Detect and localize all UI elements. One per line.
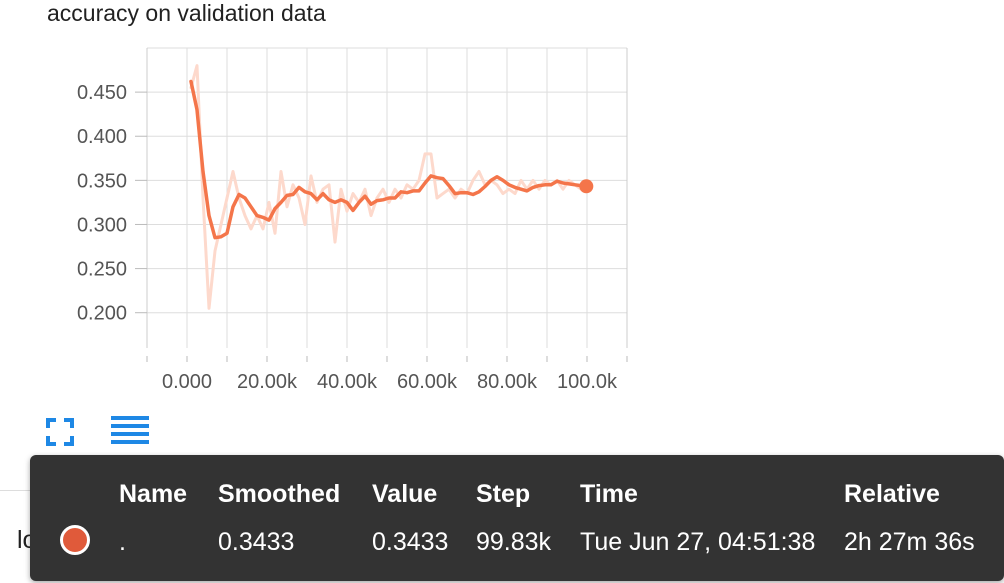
- y-tick-label: 0.350: [77, 170, 127, 192]
- x-tick-label: 80.00k: [477, 371, 538, 393]
- y-tick-label: 0.450: [77, 82, 127, 104]
- y-tick-label: 0.300: [77, 214, 127, 236]
- x-tick-label: 60.00k: [397, 371, 458, 393]
- tooltip-smoothed: 0.3433: [218, 528, 295, 556]
- y-tick-label: 0.400: [77, 126, 127, 148]
- run-color-swatch: [60, 525, 90, 555]
- smoothed-series-line: [189, 79, 589, 240]
- tooltip-name: .: [119, 528, 126, 556]
- tooltip: Name Smoothed Value Step Time Relative .…: [30, 455, 1004, 581]
- x-tick-label: 100.0k: [557, 371, 618, 393]
- axes: [135, 48, 628, 362]
- tooltip-header-step: Step: [476, 480, 531, 508]
- expand-icon[interactable]: [44, 416, 76, 448]
- tooltip-header-smoothed: Smoothed: [218, 480, 341, 508]
- tooltip-header-value: Value: [372, 480, 438, 508]
- tooltip-step: 99.83k: [476, 528, 552, 556]
- grid: [147, 47, 627, 348]
- tick-labels: 0.200 0.250 0.300 0.350 0.400 0.450 0.000 20.00…: [77, 82, 618, 393]
- x-tick-label: 20.00k: [237, 371, 298, 393]
- line-chart: 0.200 0.250 0.300 0.350 0.400 0.450 0.000 20.00…: [77, 47, 628, 393]
- series-layer: [189, 64, 594, 310]
- tooltip-relative: 2h 27m 36s: [844, 528, 975, 556]
- tooltip-time: Tue Jun 27, 04:51:38: [580, 528, 816, 556]
- x-tick-label: 0.000: [162, 371, 212, 393]
- x-tick-label: 40.00k: [317, 371, 378, 393]
- hover-point: [579, 179, 594, 194]
- tooltip-header-relative: Relative: [844, 480, 940, 508]
- tooltip-header-time: Time: [580, 480, 638, 508]
- tooltip-value: 0.3433: [372, 528, 449, 556]
- lines-icon[interactable]: [111, 414, 151, 450]
- tooltip-header-name: Name: [119, 480, 188, 508]
- raw-series-line: [189, 64, 588, 310]
- y-tick-label: 0.250: [77, 259, 127, 281]
- chart-title: accuracy on validation data: [47, 0, 326, 26]
- y-tick-label: 0.200: [77, 303, 127, 325]
